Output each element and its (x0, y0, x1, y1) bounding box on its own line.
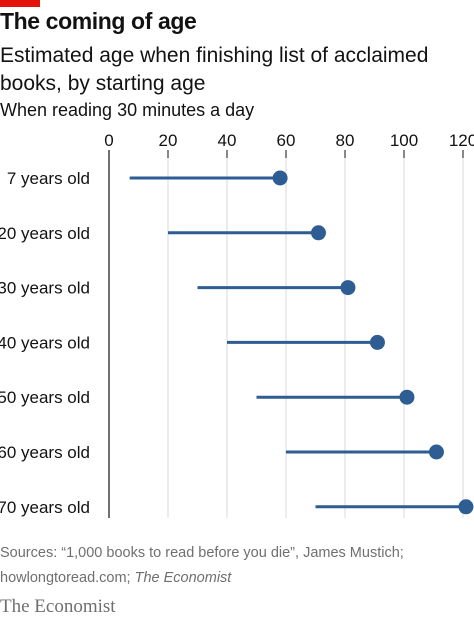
x-tick-label: 100 (390, 131, 418, 150)
category-label: 60 years old (0, 443, 90, 462)
end-point (340, 280, 356, 296)
x-tick-label: 60 (277, 131, 296, 150)
chart-note: When reading 30 minutes a day (0, 100, 255, 120)
x-tick-label: 0 (104, 131, 113, 150)
x-tick-label: 40 (218, 131, 237, 150)
category-label: 20 years old (0, 224, 90, 243)
end-point (458, 499, 474, 515)
sources-publication: The Economist (134, 570, 232, 586)
end-point (428, 444, 444, 460)
category-label: 40 years old (0, 333, 90, 352)
end-point (399, 389, 415, 405)
sources-text: Sources: “1,000 books to read before you… (0, 545, 404, 586)
category-label: 30 years old (0, 279, 90, 298)
brand-accent-tag (0, 0, 40, 7)
x-tick-label: 80 (336, 131, 355, 150)
chart-subtitle: Estimated age when finishing list of acc… (0, 44, 429, 95)
category-label: 50 years old (0, 388, 90, 407)
x-tick-label: 20 (159, 131, 178, 150)
dumbbell-chart: 0 20 40 60 80 100 120 7 years old 20 years old 30… (0, 131, 474, 518)
brand-logo: The Economist (0, 596, 116, 617)
x-tick-label: 120 (449, 131, 474, 150)
chart-title: The coming of age (0, 8, 197, 34)
end-point (272, 170, 288, 186)
end-point (369, 334, 385, 350)
category-label: 7 years old (7, 169, 90, 188)
end-point (310, 225, 326, 241)
sources-note: Sources: “1,000 books to read before you… (0, 541, 474, 591)
category-label: 70 years old (0, 498, 90, 517)
